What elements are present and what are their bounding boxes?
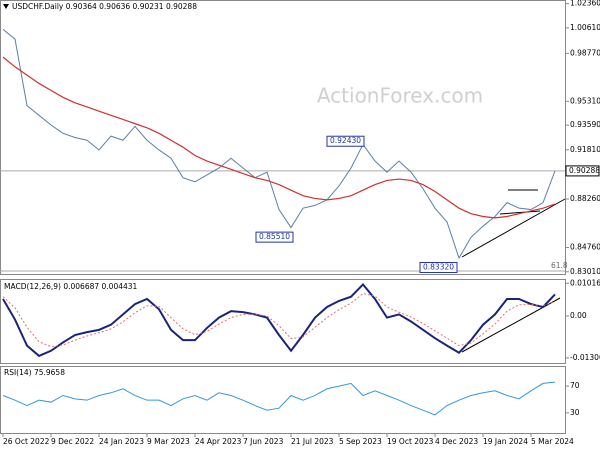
chart-title: USDCHF.Daily 0.90364 0.90636 0.90231 0.9… xyxy=(12,2,197,11)
rsi-title: RSI(14) 75.9658 xyxy=(4,368,65,377)
series-line xyxy=(2,28,556,260)
series-line xyxy=(2,56,556,219)
fib-label: 61.8 xyxy=(551,261,568,270)
x-tick-label: 19 Oct 2023 xyxy=(387,437,434,446)
macd-panel xyxy=(0,279,566,364)
y-tick-label: 1.00610 xyxy=(570,23,600,32)
trendline xyxy=(499,210,541,215)
series-line xyxy=(2,292,556,348)
y-tick-label: 0.91810 xyxy=(570,145,600,154)
price-annotation: 0.85510 xyxy=(259,232,290,241)
y-tick-label: 0.93590 xyxy=(570,120,600,129)
x-tick-label: 26 Oct 2022 xyxy=(3,437,50,446)
y-tick-label: 0.95310 xyxy=(570,96,600,105)
watermark: ActionForex.com xyxy=(317,84,483,108)
y-tick-label: 70 xyxy=(570,381,580,390)
last-price-box xyxy=(565,165,600,177)
price-annotation-box xyxy=(326,135,365,147)
rsi-panel xyxy=(0,366,566,434)
price-annotation-box xyxy=(255,231,294,243)
y-tick-label: 1.02360 xyxy=(570,0,600,8)
x-tick-label: 24 Apr 2023 xyxy=(195,437,242,446)
price-panel xyxy=(0,0,566,275)
x-tick-label: 7 Jun 2023 xyxy=(243,437,284,446)
x-tick-label: 5 Sep 2023 xyxy=(339,437,382,446)
price-annotation: 0.83320 xyxy=(423,262,454,271)
x-tick-label: 4 Dec 2023 xyxy=(435,437,478,446)
y-tick-label: 0.84760 xyxy=(570,243,600,252)
x-tick-label: 5 Mar 2024 xyxy=(531,437,574,446)
macd-title: MACD(12,26,9) 0.006687 0.004431 xyxy=(4,282,138,291)
x-tick-label: 9 Mar 2023 xyxy=(147,437,190,446)
price-annotation-box xyxy=(419,261,458,273)
y-tick-label: 0.98770 xyxy=(570,48,600,57)
series-line xyxy=(2,282,556,358)
x-tick-label: 19 Jan 2024 xyxy=(483,437,528,446)
y-tick-label: 0.88260 xyxy=(570,194,600,203)
y-tick-label: 0.010166 xyxy=(570,278,600,287)
series-line xyxy=(2,381,556,416)
x-tick-label: 24 Jan 2023 xyxy=(99,437,144,446)
last-price-label: 0.90288 xyxy=(569,166,600,175)
x-tick-label: 21 Jul 2023 xyxy=(291,437,334,446)
y-tick-label: 0.00 xyxy=(570,311,587,320)
x-tick-label: 9 Dec 2022 xyxy=(51,437,94,446)
menu-arrow xyxy=(3,4,9,9)
price-annotation: 0.92430 xyxy=(330,136,361,145)
y-tick-label: -0.013006 xyxy=(570,353,600,362)
y-tick-label: 30 xyxy=(570,408,580,417)
trendline xyxy=(461,198,566,258)
y-tick-label: 0.83010 xyxy=(570,267,600,276)
